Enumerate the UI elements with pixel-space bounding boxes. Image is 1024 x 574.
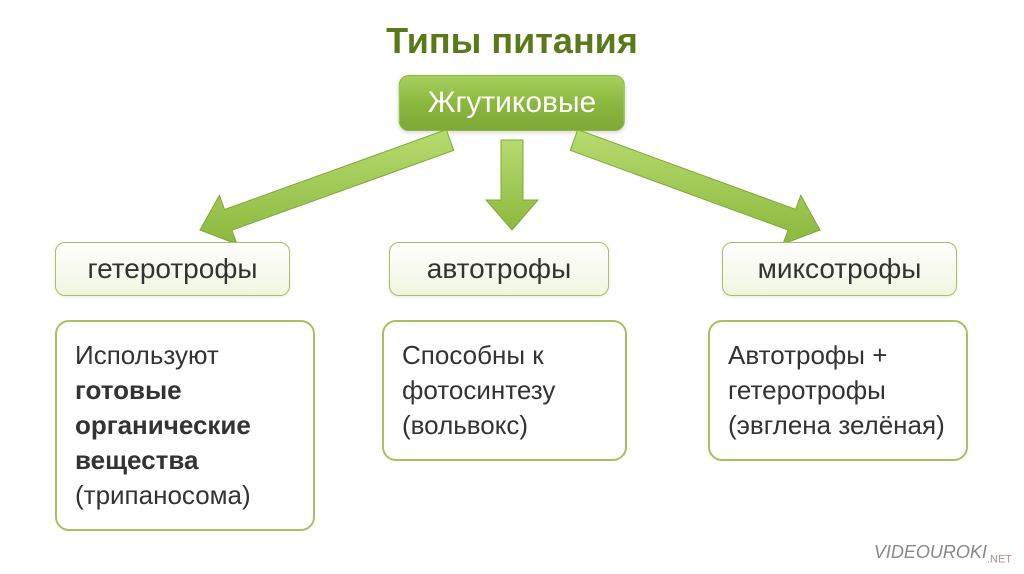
arrow-icon [486,140,538,230]
description-box-1: Способны к фотосинтезу (вольвокс) [382,320,627,461]
watermark: VIDEOUROKI.NET [874,542,1012,566]
category-node-1: автотрофы [389,242,609,296]
arrow-icon [570,130,820,244]
page-title: Типы питания [0,0,1024,62]
description-box-0: Используют готовые органические вещества… [55,320,315,531]
root-node: Жгутиковые [399,75,625,131]
description-box-2: Автотрофы + гетеротрофы (эвглена зелёная… [708,320,968,461]
category-node-2: миксотрофы [722,242,957,296]
watermark-suffix: .NET [987,554,1012,566]
watermark-main: VIDEOUROKI [874,542,987,562]
category-node-0: гетеротрофы [55,242,290,296]
arrow-icon [200,130,454,245]
